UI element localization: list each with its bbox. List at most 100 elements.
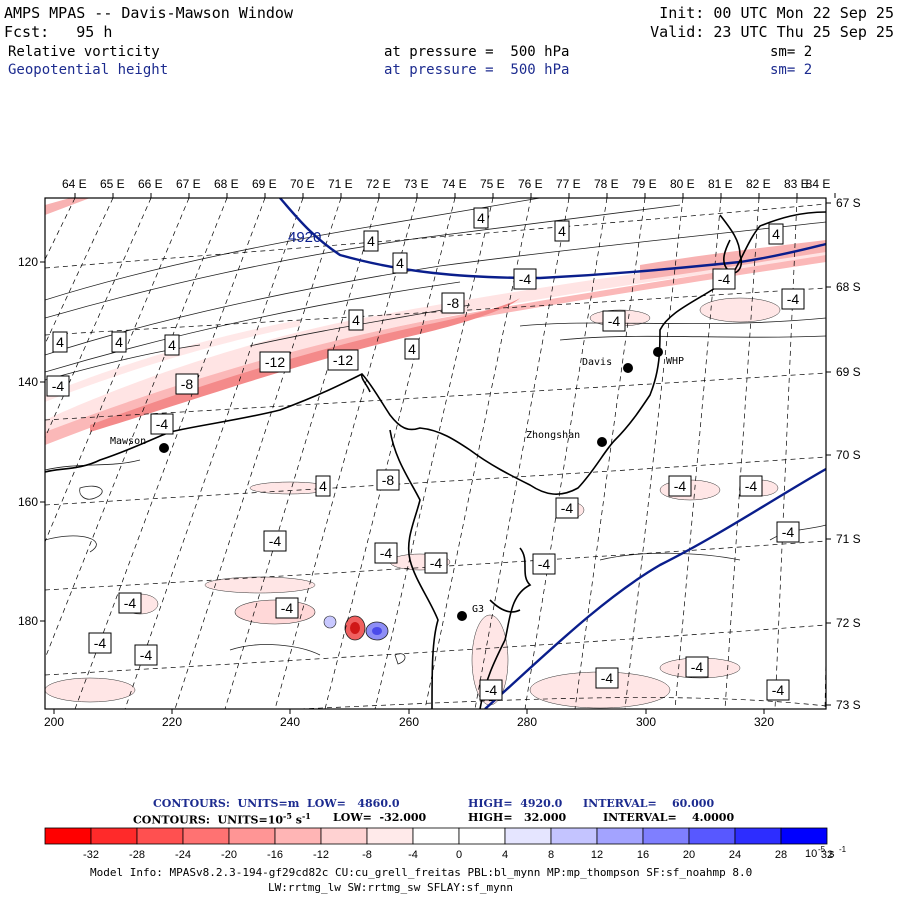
colorbar-cell (228, 827, 276, 845)
top-label: 75 E (480, 177, 505, 191)
longitude-line (274, 198, 418, 709)
svg-text:-8: -8 (382, 472, 395, 488)
colorbar-tick-label: -20 (221, 849, 237, 861)
bottom-label: 240 (280, 715, 300, 729)
contour-value-label: 4 (52, 331, 68, 353)
vorticity-contours (45, 198, 826, 665)
contour-value-label: -4 (776, 521, 800, 543)
height-contour-interval: INTERVAL= 60.000 (583, 797, 715, 810)
bottom-label: 320 (754, 715, 774, 729)
svg-text:4: 4 (352, 312, 360, 328)
svg-text:4: 4 (56, 334, 64, 350)
contour-value-label: -4 (602, 310, 626, 332)
contour-value-label: -4 (263, 530, 287, 552)
svg-text:-4: -4 (94, 635, 107, 651)
left-label: 180 (18, 614, 38, 628)
top-label: 77 E (556, 177, 581, 191)
top-label: 67 E (176, 177, 201, 191)
vorticity-contour-units-s: s (291, 813, 302, 827)
vorticity-contour-interval: INTERVAL= 4.0000 (603, 811, 735, 824)
contour-value-label: -4 (781, 288, 805, 310)
right-label: 73 S (836, 698, 861, 712)
top-label: 70 E (290, 177, 315, 191)
top-axis-labels: 64 E 65 E 66 E 67 E 68 E 69 E 70 E 71 E … (62, 177, 830, 191)
contour-value-label: -4 (275, 597, 299, 619)
station-label-g3: G3 (472, 604, 484, 615)
colorbar-cell (734, 827, 782, 845)
colorbar-cell (550, 827, 598, 845)
colorbar-cell (504, 827, 552, 845)
top-label: 76 E (518, 177, 543, 191)
right-axis-labels: 67 S 68 S 69 S 70 S 71 S 72 S 73 S (836, 196, 861, 712)
colorbar-tick-label: -32 (83, 849, 99, 861)
height-contour-label: 4920 (288, 229, 321, 246)
station-marker-whp (653, 347, 663, 357)
svg-text:4: 4 (115, 334, 123, 350)
station-label-whp: WHP (666, 356, 684, 367)
top-label: 65 E (100, 177, 125, 191)
contour-value-label: -4 (712, 268, 736, 290)
colorbar: -32 -28 -24 -20 -16 -12 -8 -4 0 4 8 12 16 20 24 28 3210-… (44, 827, 847, 861)
longitude-line (724, 198, 760, 709)
top-label: 84 E (806, 177, 831, 191)
right-label: 70 S (836, 448, 861, 462)
axis-ticks (40, 193, 836, 714)
colorbar-cell (44, 827, 92, 845)
colorbar-tick-label: -24 (175, 849, 191, 861)
svg-text:-4: -4 (124, 595, 137, 611)
field2-name: Geopotential height (8, 62, 169, 78)
field1-smooth: sm= 2 (770, 44, 813, 60)
svg-text:-12: -12 (265, 354, 285, 370)
coastline (45, 211, 826, 709)
colorbar-tick-label: -12 (313, 849, 329, 861)
right-label: 72 S (836, 616, 861, 630)
contour-value-label: -4 (134, 644, 158, 666)
colorbar-cell (596, 827, 644, 845)
bottom-label: 260 (399, 715, 419, 729)
colorbar-tick-label: 0 (456, 849, 462, 861)
top-label: 73 E (404, 177, 429, 191)
colorbar-unit-exp: -5 (818, 845, 826, 854)
station-marker-zhongshan (597, 437, 607, 447)
svg-text:-4: -4 (538, 556, 551, 572)
height-contour-info: CONTOURS: UNITS=m LOW= 4860.0 HIGH= 4920.… (153, 797, 714, 810)
longitude-line (74, 198, 266, 709)
svg-text:-4: -4 (485, 682, 498, 698)
svg-text:4: 4 (408, 341, 416, 357)
longitude-line (124, 198, 304, 709)
svg-text:4: 4 (168, 337, 176, 353)
contour-value-label: 4 (392, 252, 408, 274)
colorbar-tick-label: 28 (775, 849, 787, 861)
longitude-lines (45, 198, 826, 709)
top-label: 80 E (670, 177, 695, 191)
left-label: 120 (18, 255, 38, 269)
contour-value-label: -4 (479, 679, 503, 701)
field2-level: at pressure = 500 hPa (384, 62, 570, 78)
station-label-mawson: Mawson (110, 436, 146, 447)
colorbar-tick-label: 12 (591, 849, 603, 861)
svg-text:-4: -4 (156, 416, 169, 432)
contour-value-label: 4 (404, 338, 420, 360)
contour-value-label: -12 (327, 349, 359, 371)
right-label: 67 S (836, 196, 861, 210)
height-contour-high: HIGH= 4920.0 (468, 797, 563, 810)
top-label: 83 E (784, 177, 809, 191)
colorbar-cell (274, 827, 322, 845)
longitude-line (45, 198, 190, 543)
top-label: 68 E (214, 177, 239, 191)
contour-value-label: -4 (424, 552, 448, 574)
colorbar-tick-label: -4 (408, 849, 418, 861)
colorbar-unit: 10 (805, 848, 817, 860)
longitude-line (474, 198, 570, 709)
station-label-davis: Davis (582, 357, 612, 368)
field2-smooth: sm= 2 (770, 62, 813, 78)
colorbar-cell (458, 827, 506, 845)
longitude-line (424, 198, 532, 709)
contour-value-label: 4 (363, 230, 379, 252)
height-contours (279, 198, 826, 709)
svg-text:-4: -4 (430, 555, 443, 571)
svg-text:-12: -12 (333, 352, 353, 368)
colorbar-cell (136, 827, 184, 845)
contour-value-label: -4 (595, 667, 619, 689)
